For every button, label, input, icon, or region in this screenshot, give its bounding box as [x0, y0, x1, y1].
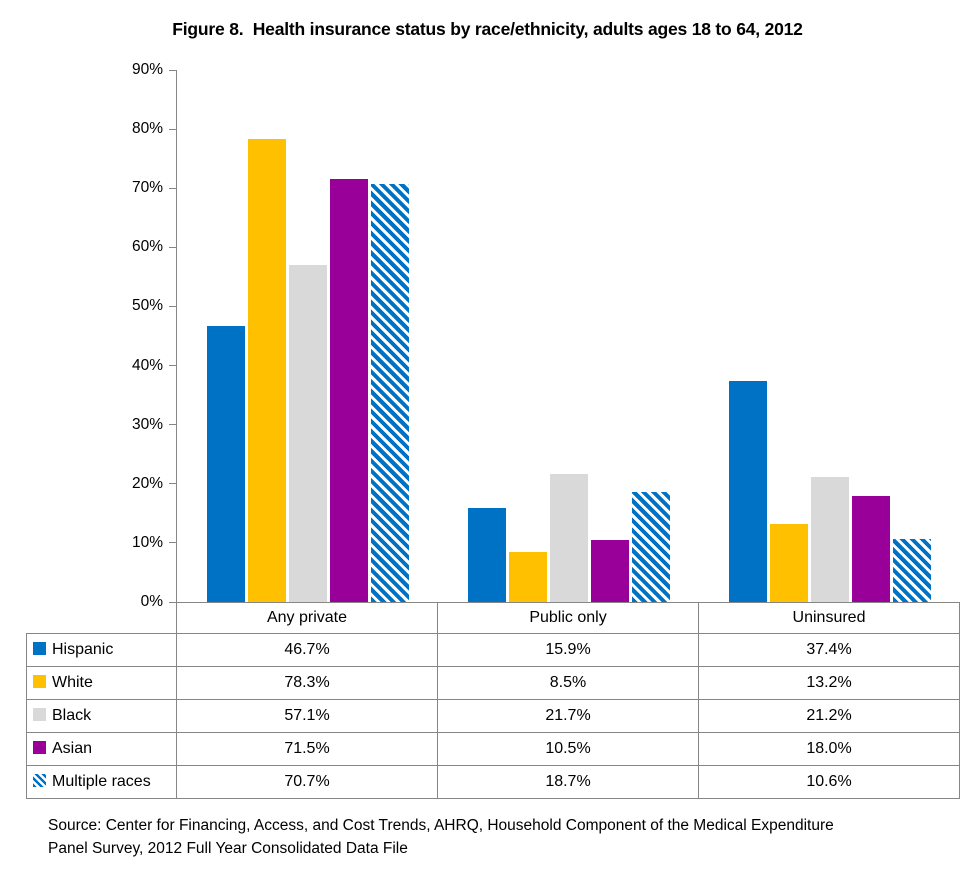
- legend-swatch-asian: [33, 741, 46, 754]
- y-axis-label: 80%: [131, 120, 163, 138]
- table-row-multiple-races: Multiple races 70.7% 18.7% 10.6%: [26, 765, 960, 799]
- bar-hispanic: [467, 508, 506, 602]
- legend-cell: Hispanic: [26, 633, 177, 667]
- legend-cell: White: [26, 666, 177, 700]
- column-header-uninsured: Uninsured: [698, 602, 960, 634]
- y-axis-label: 20%: [131, 474, 163, 492]
- table-header-row: Any private Public only Uninsured: [27, 602, 960, 634]
- y-axis-label: 60%: [131, 238, 163, 256]
- y-axis-tick: [169, 601, 176, 603]
- value-cell: 8.5%: [437, 666, 699, 700]
- legend-cell: Asian: [26, 732, 177, 766]
- column-header-public-only: Public only: [437, 602, 699, 634]
- table-corner-cell: [27, 603, 177, 634]
- y-axis-label: 40%: [131, 356, 163, 374]
- y-axis-label: 90%: [131, 61, 163, 78]
- bar-asian: [590, 539, 629, 602]
- data-table: Any private Public only Uninsured Hispanic 4…: [26, 602, 960, 799]
- value-cell: 71.5%: [176, 732, 438, 766]
- table-row-hispanic: Hispanic 46.7% 15.9% 37.4%: [26, 633, 960, 667]
- bar-black: [810, 476, 849, 602]
- value-cell: 18.0%: [698, 732, 960, 766]
- bar-group-public-only: [438, 70, 699, 602]
- y-axis-tick: [169, 483, 176, 485]
- data-table-body: Any private Public only Uninsured Hispanic 4…: [26, 602, 960, 799]
- bar-asian: [851, 495, 890, 602]
- bar-groups-container: [177, 70, 960, 602]
- bar-black: [549, 473, 588, 602]
- bar-multiple-races: [370, 184, 409, 602]
- bar-white: [247, 139, 286, 602]
- legend-swatch-multiple-races: [33, 774, 46, 787]
- legend-cell: Black: [26, 699, 177, 733]
- legend-swatch-white: [33, 675, 46, 688]
- y-axis-label: 70%: [131, 179, 163, 197]
- value-cell: 46.7%: [176, 633, 438, 667]
- value-cell: 70.7%: [176, 765, 438, 799]
- y-axis-label: 50%: [131, 297, 163, 315]
- y-axis-label: 30%: [131, 415, 163, 433]
- bar-white: [769, 524, 808, 602]
- legend-label: Multiple races: [52, 773, 151, 790]
- source-line-2: Panel Survey, 2012 Full Year Consolidate…: [48, 840, 408, 857]
- bar-black: [288, 264, 327, 602]
- legend-label: Asian: [52, 740, 93, 757]
- bar-asian: [329, 179, 368, 602]
- bar-group-uninsured: [699, 70, 960, 602]
- value-cell: 13.2%: [698, 666, 960, 700]
- y-axis-tick: [169, 69, 176, 71]
- bar-group-any-private: [177, 70, 438, 602]
- column-header-any-private: Any private: [176, 602, 438, 634]
- y-axis-label: 10%: [131, 533, 163, 551]
- table-row-black: Black 57.1% 21.7% 21.2%: [26, 699, 960, 733]
- plot-area: 0% 10% 20% 30% 40% 50% 60% 70% 80% 90%: [132, 61, 960, 610]
- y-axis-label: 0%: [140, 593, 163, 610]
- bar-white: [508, 551, 547, 602]
- bar-hispanic: [206, 326, 245, 602]
- legend-swatch-black: [33, 708, 46, 721]
- value-cell: 37.4%: [698, 633, 960, 667]
- y-axis-tick: [169, 542, 176, 544]
- legend-label: Black: [52, 707, 92, 724]
- y-axis-tick: [169, 246, 176, 248]
- bar-multiple-races: [892, 539, 931, 602]
- value-cell: 78.3%: [176, 666, 438, 700]
- legend-label: White: [52, 674, 93, 691]
- chart-title: Figure 8. Health insurance status by rac…: [172, 19, 803, 39]
- y-axis-tick: [169, 424, 176, 426]
- value-cell: 15.9%: [437, 633, 699, 667]
- value-cell: 21.7%: [437, 699, 699, 733]
- legend-label: Hispanic: [52, 641, 114, 658]
- legend-swatch-hispanic: [33, 642, 46, 655]
- y-axis-tick: [169, 187, 176, 189]
- source-note: Source: Center for Financing, Access, an…: [48, 814, 948, 860]
- y-axis-tick: [169, 128, 176, 130]
- y-axis-tick: [169, 305, 176, 307]
- value-cell: 10.5%: [437, 732, 699, 766]
- value-cell: 10.6%: [698, 765, 960, 799]
- source-line-1: Source: Center for Financing, Access, an…: [48, 817, 834, 834]
- value-cell: 57.1%: [176, 699, 438, 733]
- table-row-asian: Asian 71.5% 10.5% 18.0%: [26, 732, 960, 766]
- bar-hispanic: [728, 380, 767, 602]
- bar-multiple-races: [631, 491, 670, 602]
- y-axis-tick: [169, 365, 176, 367]
- table-row-white: White 78.3% 8.5% 13.2%: [26, 666, 960, 700]
- value-cell: 18.7%: [437, 765, 699, 799]
- legend-cell: Multiple races: [26, 765, 177, 799]
- value-cell: 21.2%: [698, 699, 960, 733]
